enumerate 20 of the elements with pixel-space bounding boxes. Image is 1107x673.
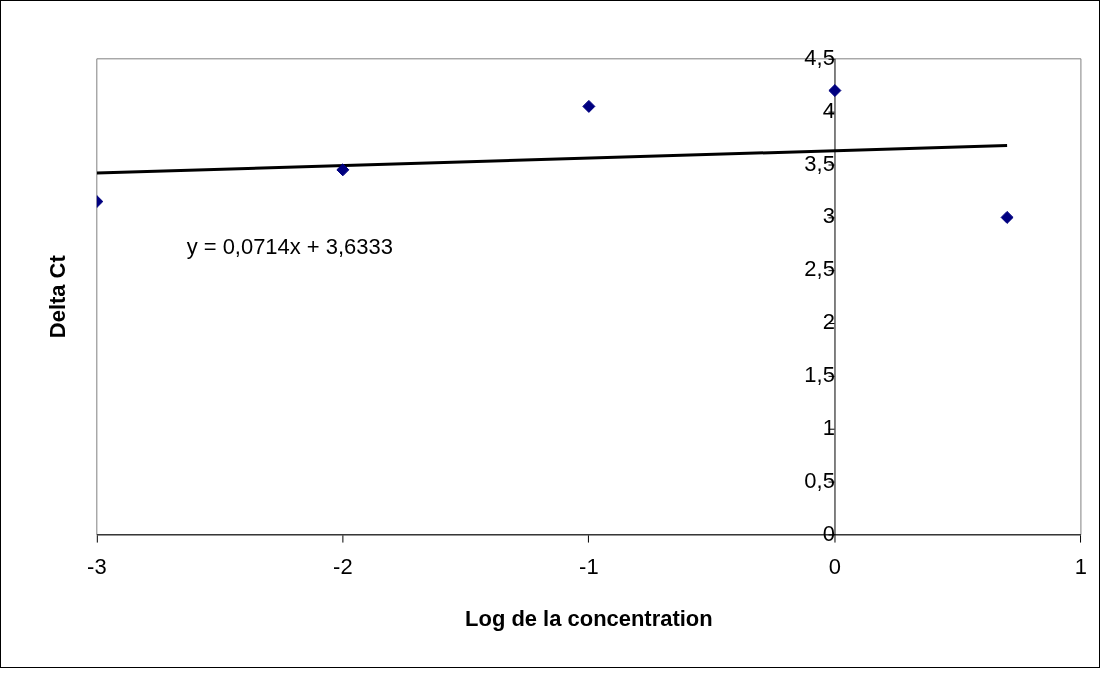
y-tick-label: 4 xyxy=(822,97,835,123)
y-axis-title: Delta Ct xyxy=(44,254,70,339)
y-tick-label: 3 xyxy=(822,203,835,229)
y-tick-label: 1 xyxy=(822,414,835,440)
point xyxy=(828,84,842,98)
point xyxy=(336,163,350,177)
annotation: y = 0,0714x + 3,6333 xyxy=(186,234,393,260)
y-tick-label: 2,5 xyxy=(804,256,835,282)
point xyxy=(582,99,596,113)
x-axis-title: Log de la concentration xyxy=(465,606,713,631)
x-tick-label: -1 xyxy=(579,553,599,579)
x-tick-label: -3 xyxy=(87,553,107,579)
x-tick-label: -2 xyxy=(333,553,353,579)
y-tick-label: 0,5 xyxy=(804,467,835,493)
y-tick-label: 1,5 xyxy=(804,362,835,388)
x-tick-label: 1 xyxy=(1074,553,1088,579)
y-tick-label: 4,5 xyxy=(804,44,835,70)
y-tick-label: 2 xyxy=(822,309,835,335)
point xyxy=(1000,210,1014,224)
y-tick-label: 3,5 xyxy=(804,150,835,176)
